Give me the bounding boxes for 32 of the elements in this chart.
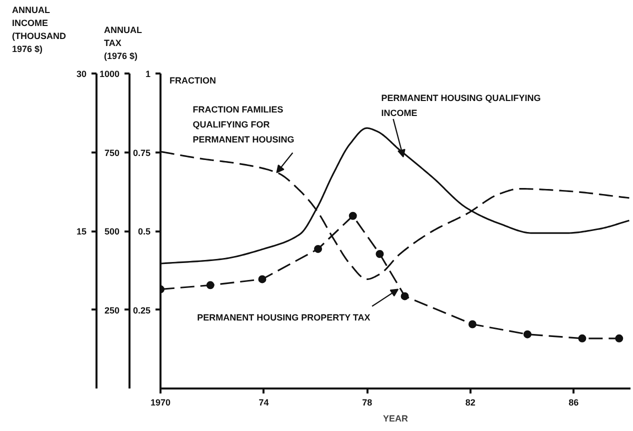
y2-axis-title: ANNUAL TAX (1976 $) xyxy=(104,24,142,63)
annotation: PERMANENT HOUSING PROPERTY TAX xyxy=(197,312,370,322)
y-tick-label: 0.25 xyxy=(132,305,151,316)
point xyxy=(615,334,624,342)
x-tick-label: 82 xyxy=(465,398,476,408)
point xyxy=(376,250,384,258)
y2-tick-label: 750 xyxy=(104,148,120,158)
y-tick-label: 0.75 xyxy=(132,148,151,158)
annotation: FRACTION FAMILIES QUALIFYING FOR PERMANENT HOUSING xyxy=(192,104,294,145)
y3-tick-label: 30 xyxy=(76,69,87,79)
x-tick-label: 74 xyxy=(258,398,269,408)
point xyxy=(348,212,357,220)
annotation: PERMANENT HOUSING QUALIFYING INCOME xyxy=(381,92,541,118)
point xyxy=(400,292,409,300)
y-tick-label: 1 xyxy=(145,69,151,79)
y3-tick-label: 15 xyxy=(76,226,87,236)
x-tick-label: 78 xyxy=(362,398,372,408)
x-axis-title: YEAR xyxy=(383,414,409,424)
point xyxy=(314,244,322,253)
point xyxy=(578,334,586,342)
point xyxy=(468,320,476,328)
y2-tick-label: 250 xyxy=(104,305,120,316)
x-tick-label: 86 xyxy=(568,398,579,408)
y2-tick-label: 500 xyxy=(104,226,120,236)
y-tick-label: 0.5 xyxy=(138,226,151,236)
y2-tick-label: 1000 xyxy=(99,69,120,79)
point xyxy=(523,330,532,338)
point xyxy=(206,281,214,290)
y3-axis-title: ANNUAL INCOME (THOUSAND 1976 $) xyxy=(12,4,66,56)
x-tick-label: 1970 xyxy=(150,398,171,408)
point xyxy=(258,275,266,284)
y-axis-title: FRACTION xyxy=(170,76,216,86)
